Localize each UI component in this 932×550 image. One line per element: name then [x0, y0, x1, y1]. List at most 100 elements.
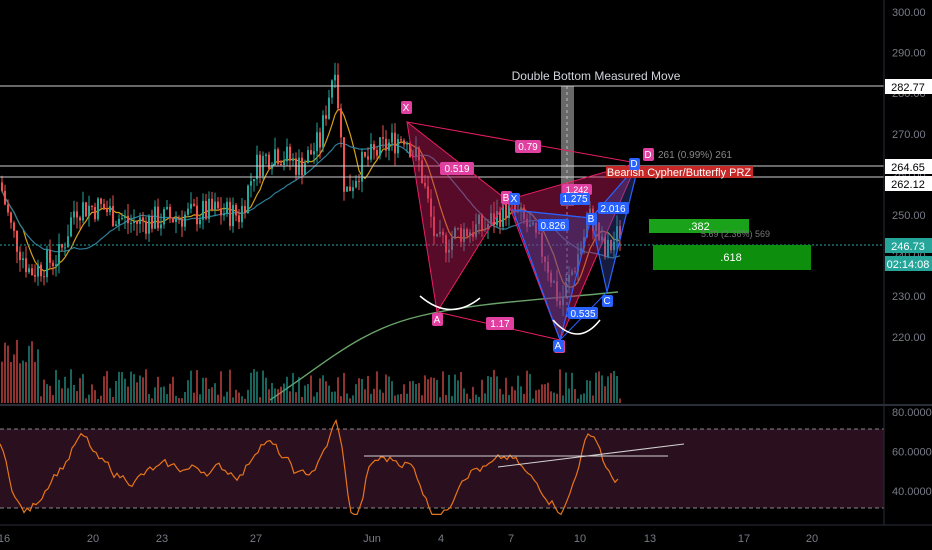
candle-body[interactable]: [388, 142, 390, 151]
candle-body[interactable]: [154, 206, 156, 229]
candle-body[interactable]: [178, 218, 180, 220]
candle-body[interactable]: [145, 221, 147, 234]
candle-body[interactable]: [439, 231, 441, 234]
candle-body[interactable]: [193, 203, 195, 206]
rsi-axis[interactable]: 80.0000 60.0000 40.0000: [892, 407, 932, 498]
candle-body[interactable]: [49, 249, 51, 263]
candle-body[interactable]: [280, 163, 282, 165]
candle-body[interactable]: [517, 210, 519, 213]
candle-body[interactable]: [115, 224, 117, 226]
candle-body[interactable]: [397, 139, 399, 154]
candle-body[interactable]: [106, 209, 108, 213]
price-axis[interactable]: 300.00290.00280.00270.00260.00250.00240.…: [892, 7, 926, 344]
candle-body[interactable]: [199, 219, 201, 225]
candle-body[interactable]: [124, 215, 126, 218]
candle-body[interactable]: [166, 206, 168, 210]
candle-body[interactable]: [385, 138, 387, 151]
candle-body[interactable]: [595, 222, 597, 232]
candle-body[interactable]: [184, 214, 186, 227]
candle-body[interactable]: [457, 227, 459, 229]
candle-body[interactable]: [79, 217, 81, 221]
candle-body[interactable]: [430, 198, 432, 217]
candle-body[interactable]: [25, 258, 27, 273]
candle-body[interactable]: [28, 268, 30, 273]
candle-body[interactable]: [217, 201, 219, 209]
candle-body[interactable]: [118, 218, 120, 225]
candle-body[interactable]: [529, 224, 531, 227]
target-382-box[interactable]: [649, 219, 749, 233]
candle-body[interactable]: [562, 296, 564, 306]
current-price-label[interactable]: 246.73: [885, 238, 932, 253]
candle-body[interactable]: [355, 180, 357, 188]
candle-body[interactable]: [613, 241, 615, 251]
candle-body[interactable]: [421, 160, 423, 183]
candle-body[interactable]: [94, 207, 96, 220]
candle-body[interactable]: [607, 239, 609, 257]
candle-body[interactable]: [196, 205, 198, 225]
candle-body[interactable]: [403, 140, 405, 145]
candle-body[interactable]: [406, 142, 408, 145]
candle-body[interactable]: [97, 198, 99, 220]
candle-body[interactable]: [553, 281, 555, 283]
candle-body[interactable]: [433, 216, 435, 237]
candle-body[interactable]: [340, 108, 342, 138]
time-axis[interactable]: 16 20 23 27 Jun 4 7 10 13 17 20: [0, 533, 818, 545]
candle-body[interactable]: [580, 247, 582, 255]
candle-body[interactable]: [4, 190, 6, 205]
candle-body[interactable]: [445, 235, 447, 253]
candle-body[interactable]: [238, 215, 240, 223]
candle-body[interactable]: [373, 144, 375, 150]
candle-body[interactable]: [31, 268, 33, 275]
candle-body[interactable]: [496, 211, 498, 226]
candle-body[interactable]: [418, 147, 420, 161]
candle-body[interactable]: [133, 221, 135, 224]
candle-body[interactable]: [283, 161, 285, 165]
candle-body[interactable]: [40, 264, 42, 277]
harmonic-pattern-2[interactable]: [512, 162, 640, 343]
candle-body[interactable]: [319, 132, 321, 148]
candle-body[interactable]: [532, 222, 534, 225]
candle-body[interactable]: [382, 137, 384, 139]
candle-body[interactable]: [559, 301, 561, 306]
candle-body[interactable]: [337, 74, 339, 109]
candle-body[interactable]: [571, 271, 573, 275]
candle-body[interactable]: [364, 151, 366, 157]
candle-body[interactable]: [157, 206, 159, 229]
candle-body[interactable]: [427, 186, 429, 199]
candle-body[interactable]: [214, 201, 216, 210]
candle-body[interactable]: [46, 249, 48, 278]
candle-body[interactable]: [160, 224, 162, 229]
candle-body[interactable]: [379, 137, 381, 156]
candle-body[interactable]: [442, 231, 444, 236]
candle-body[interactable]: [205, 200, 207, 219]
candle-body[interactable]: [583, 236, 585, 248]
level-label-264[interactable]: 264.65: [885, 159, 932, 174]
candle-body[interactable]: [577, 254, 579, 272]
candle-body[interactable]: [502, 200, 504, 227]
candle-body[interactable]: [172, 218, 174, 223]
candle-body[interactable]: [604, 236, 606, 257]
candle-body[interactable]: [175, 218, 177, 223]
candle-body[interactable]: [610, 239, 612, 251]
candle-body[interactable]: [1, 182, 3, 191]
candle-body[interactable]: [103, 203, 105, 210]
candle-body[interactable]: [565, 282, 567, 297]
candle-body[interactable]: [466, 229, 468, 236]
candle-body[interactable]: [232, 204, 234, 227]
candle-body[interactable]: [523, 207, 525, 219]
candle-body[interactable]: [454, 228, 456, 238]
candle-body[interactable]: [490, 213, 492, 225]
candle-body[interactable]: [469, 232, 471, 236]
candle-body[interactable]: [376, 149, 378, 156]
candle-body[interactable]: [361, 151, 363, 182]
candle-body[interactable]: [484, 229, 486, 231]
candle-body[interactable]: [76, 211, 78, 218]
candle-body[interactable]: [58, 244, 60, 265]
candle-body[interactable]: [325, 115, 327, 119]
candle-body[interactable]: [460, 227, 462, 242]
candle-body[interactable]: [127, 215, 129, 224]
candle-body[interactable]: [304, 163, 306, 176]
candle-body[interactable]: [415, 147, 417, 157]
candle-body[interactable]: [292, 158, 294, 161]
